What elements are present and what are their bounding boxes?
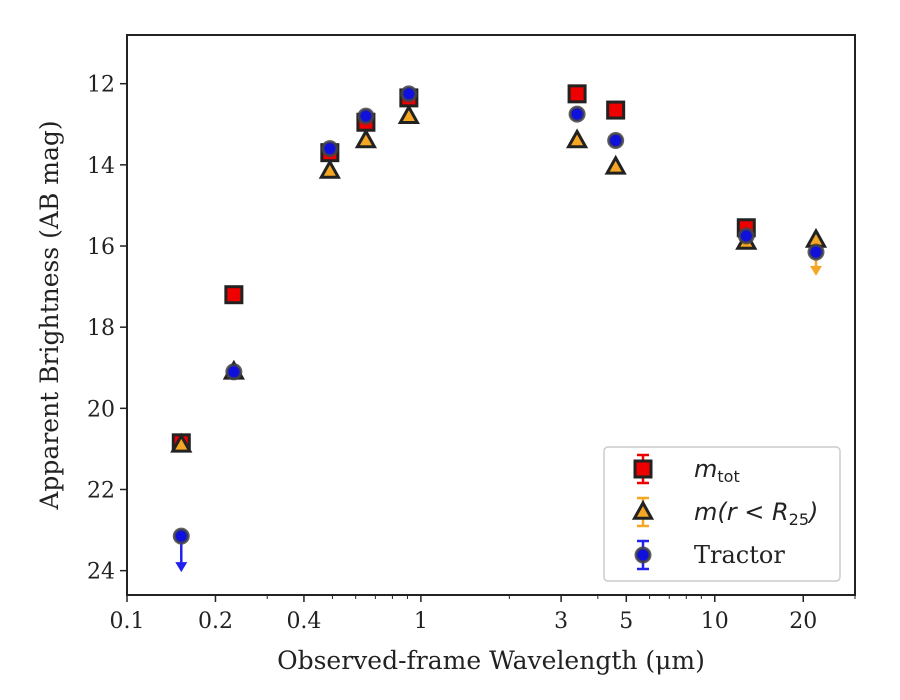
circle-marker [737, 227, 755, 245]
triangle-marker [318, 158, 341, 179]
legend-entry: Tractor [634, 539, 785, 571]
y-axis-ticks: 12 14 16 18 20 22 24 [87, 73, 127, 585]
legend-entry: m(r < R25) [631, 496, 818, 529]
y-tick-label: 12 [87, 73, 115, 98]
data-point [172, 527, 190, 573]
data-point [565, 128, 589, 149]
data-point [354, 128, 378, 149]
square-marker [567, 84, 587, 104]
data-point [606, 100, 626, 120]
triangle-marker [565, 128, 589, 149]
triangle-marker [170, 432, 193, 453]
x-tick-label: 0.4 [286, 609, 321, 634]
series-2 [172, 85, 825, 573]
arrow-head [175, 562, 188, 573]
data-point [397, 104, 420, 124]
plot-frame [126, 34, 856, 596]
square-marker [633, 459, 653, 479]
x-tick-label: 5 [619, 609, 633, 634]
x-axis-ticks: 0.1 0.2 0.4 1 3 5 10 20 [110, 595, 856, 634]
arrow-head [809, 265, 822, 276]
legend-box [603, 446, 841, 582]
legend: mtot m(r < R25) Tractor [603, 446, 841, 582]
y-tick-label: 20 [87, 397, 115, 422]
triangle-marker [604, 154, 627, 175]
data-point [737, 227, 755, 245]
circle-marker [321, 140, 339, 158]
y-tick-label: 14 [87, 154, 115, 179]
legend-label: mtot [694, 455, 740, 486]
legend-label: m(r < R25) [694, 498, 818, 529]
data-point [567, 84, 587, 104]
data-point [607, 132, 625, 150]
x-tick-label: 0.1 [110, 609, 145, 634]
square-marker [606, 100, 626, 120]
x-tick-label: 0.2 [198, 609, 233, 634]
data-point [321, 140, 339, 158]
circle-marker [400, 85, 418, 103]
data-point [318, 158, 341, 179]
y-tick-label: 18 [87, 316, 115, 341]
circle-marker [807, 243, 825, 261]
data-point [357, 107, 375, 125]
data-point [568, 105, 586, 123]
y-axis-label: Apparent Brightness (AB mag) [35, 120, 64, 510]
legend-entry: mtot [633, 453, 740, 486]
data-point [604, 154, 627, 175]
triangle-marker [397, 104, 420, 124]
x-tick-label: 10 [701, 609, 729, 634]
x-tick-label: 1 [414, 609, 428, 634]
triangle-marker [631, 499, 655, 520]
data-point [224, 285, 244, 305]
data-point [170, 432, 193, 453]
circle-marker [357, 107, 375, 125]
data-point [400, 85, 418, 103]
circle-marker [568, 105, 586, 123]
circle-marker [225, 363, 243, 381]
plot-marks [170, 84, 828, 573]
y-tick-label: 24 [87, 560, 115, 585]
series-1 [170, 104, 828, 453]
data-point [225, 363, 243, 381]
square-marker [224, 285, 244, 305]
y-tick-label: 16 [87, 235, 115, 260]
y-tick-label: 22 [87, 478, 115, 503]
series-0 [171, 84, 756, 453]
legend-label: Tractor [694, 541, 785, 569]
circle-marker [607, 132, 625, 150]
x-tick-label: 3 [554, 609, 568, 634]
circle-marker [172, 527, 190, 545]
x-axis-label: Observed-frame Wavelength (μm) [277, 646, 705, 675]
circle-marker [634, 546, 652, 564]
x-tick-label: 20 [789, 609, 817, 634]
data-point [807, 243, 825, 261]
triangle-marker [354, 128, 378, 149]
